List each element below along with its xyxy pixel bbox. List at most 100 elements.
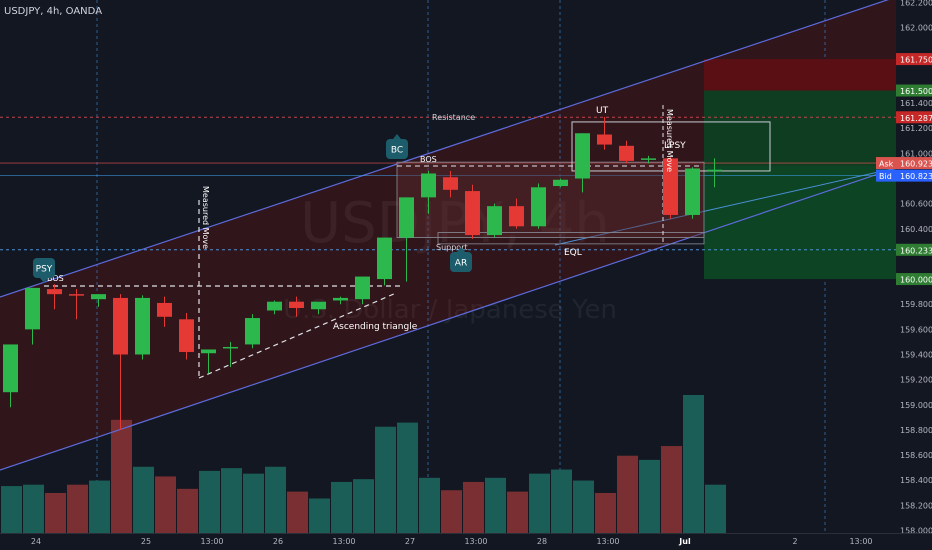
candle-body xyxy=(69,294,84,296)
time-tick-label: 13:00 xyxy=(332,537,355,546)
eql-box xyxy=(437,232,705,245)
time-tick-label: 13:00 xyxy=(464,537,487,546)
time-tick-label: 13:00 xyxy=(596,537,619,546)
price-tick-label: 161.400 xyxy=(900,99,932,108)
time-tick-label: Jul xyxy=(678,537,691,546)
price-tick-label: 158.000 xyxy=(900,526,932,535)
volume-bar xyxy=(507,491,528,533)
eql-label: EQL xyxy=(564,248,582,258)
candle-body xyxy=(157,302,172,317)
ut-label: UT xyxy=(596,106,609,116)
time-tick-label: 2 xyxy=(792,537,797,546)
position-zones xyxy=(704,59,896,280)
bid-tag-bg xyxy=(876,169,932,182)
price-tag-bg xyxy=(896,53,932,66)
volume-bars xyxy=(1,395,726,533)
price-tag-label: 160.000 xyxy=(900,276,932,285)
channel-lower-line xyxy=(0,167,897,471)
price-tick-label: 159.800 xyxy=(900,300,932,309)
price-tick-label: 158.600 xyxy=(900,451,932,460)
price-tick-label: 160.600 xyxy=(900,200,932,209)
price-tick-label: 159.400 xyxy=(900,350,932,359)
candle-body xyxy=(91,294,106,300)
candle-body xyxy=(421,173,436,198)
time-tick-label: 27 xyxy=(405,537,415,546)
time-tick-label: 24 xyxy=(31,537,41,546)
volume-bar xyxy=(573,480,594,533)
candle-body xyxy=(289,301,304,308)
volume-bar xyxy=(133,466,154,533)
price-tick-label: 159.200 xyxy=(900,376,932,385)
volume-bar xyxy=(331,481,352,533)
range-box xyxy=(396,161,705,238)
time-axis-bg xyxy=(0,533,896,550)
ar-badge-bg xyxy=(450,252,472,272)
volume-bar xyxy=(155,476,176,533)
volume-bar xyxy=(705,484,726,533)
volume-bar xyxy=(441,490,462,533)
price-tag-bg xyxy=(896,243,932,256)
candle-body xyxy=(685,168,700,215)
support-label: Support xyxy=(436,243,468,252)
price-tick-label: 162.000 xyxy=(900,24,932,33)
volume-bar xyxy=(265,466,286,533)
volume-bar xyxy=(1,486,22,533)
time-axis[interactable]: 24 25 13:00 26 13:00 27 13:00 28 13:00 Jul 2 13:00 xyxy=(0,533,932,550)
candle-body xyxy=(333,297,348,301)
price-tag-label: 160.233 xyxy=(900,246,932,255)
chart-drawings xyxy=(0,0,897,471)
bos-mid-label: BOS xyxy=(420,155,437,164)
price-tick-label: 158.800 xyxy=(900,426,932,435)
price-tag-label: 161.500 xyxy=(900,87,932,96)
price-tag-label: 161.287 xyxy=(900,114,932,123)
price-tick-label: 161.000 xyxy=(900,149,932,158)
candle-body xyxy=(267,301,282,311)
candle-body xyxy=(377,237,392,280)
measured-move-2-label: Measured Move xyxy=(665,109,674,172)
volume-bar xyxy=(617,455,638,533)
volume-bar xyxy=(353,479,374,533)
price-tag-bg xyxy=(896,111,932,124)
price-tick-label: 159.600 xyxy=(900,325,932,334)
time-tick-label: 25 xyxy=(141,537,151,546)
price-tick-label: 158.200 xyxy=(900,501,932,510)
candle-body xyxy=(201,349,216,354)
psy-badge-text: PSY xyxy=(36,265,53,275)
candle-body xyxy=(311,301,326,310)
volume-bar xyxy=(89,480,110,533)
candle-body xyxy=(47,289,62,295)
annotation-labels: Resistance Support Ascending triangle BOS BO… xyxy=(33,106,686,332)
candle-body xyxy=(641,158,656,160)
psy-badge: PSY xyxy=(33,258,55,283)
candle-body xyxy=(575,133,590,179)
time-tick-label: 13:00 xyxy=(849,537,872,546)
volume-bar xyxy=(595,492,616,533)
time-tick-label: 28 xyxy=(537,537,547,546)
channel-upper-line xyxy=(0,0,889,298)
ascending-triangle-label: Ascending triangle xyxy=(333,322,418,332)
candle-body xyxy=(509,206,524,227)
bc-badge-bg xyxy=(386,139,408,159)
volume-bar xyxy=(485,477,506,533)
volume-bar xyxy=(683,395,704,533)
ar-badge-pointer xyxy=(457,247,465,252)
psy-badge-pointer xyxy=(40,278,48,283)
price-tag-bg xyxy=(896,273,932,286)
volume-bar xyxy=(463,481,484,533)
price-axis[interactable]: 162.200 162.000 161.750 161.500 161.400 161.2… xyxy=(876,0,932,550)
bos-left-label: BOS xyxy=(47,274,64,283)
candle-body xyxy=(113,297,128,355)
lpsy-label: LPSY xyxy=(664,141,686,151)
volume-bar xyxy=(287,491,308,533)
price-tick-label: 161.200 xyxy=(900,124,932,133)
resistance-label: Resistance xyxy=(432,113,475,122)
price-tick-label: 160.400 xyxy=(900,225,932,234)
ask-tag-price: 160.923 xyxy=(900,160,932,169)
ask-tag-bg xyxy=(876,157,932,170)
volume-bar xyxy=(177,488,198,533)
candle-body xyxy=(487,206,502,236)
candle-body xyxy=(707,169,722,172)
measured-move-label: Measured Move xyxy=(201,186,210,249)
bc-badge-pointer xyxy=(393,134,401,139)
